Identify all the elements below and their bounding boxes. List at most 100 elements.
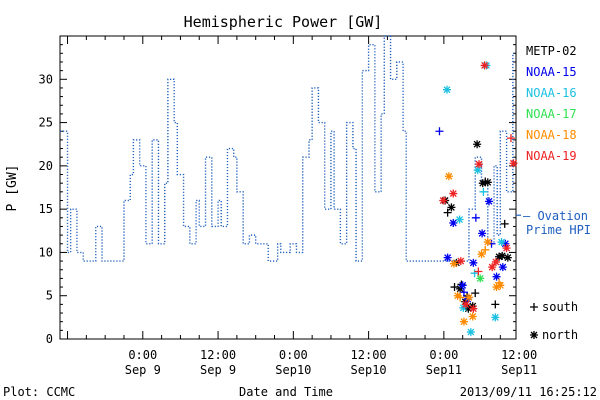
y-tick-label: 15: [39, 202, 53, 216]
ovation-series: [60, 35, 521, 262]
y-tick-label: 5: [46, 289, 53, 303]
legend-item-noaa-16: NOAA-16: [526, 86, 577, 100]
north-marker: [503, 253, 512, 262]
x-tick-date-label: Sep10: [275, 363, 311, 377]
y-tick-label: 10: [39, 245, 53, 259]
north-marker: [473, 140, 482, 149]
y-tick-label: 25: [39, 116, 53, 130]
north-marker: [478, 229, 487, 238]
south-marker: [500, 219, 509, 228]
y-tick-label: 20: [39, 159, 53, 173]
north-marker: [497, 238, 506, 247]
south-marker: [530, 303, 538, 311]
marker-legend-label: south: [542, 300, 578, 314]
south-marker: [459, 288, 468, 297]
north-marker: [491, 313, 500, 322]
south-marker: [506, 134, 515, 143]
north-marker: [495, 252, 504, 261]
south-marker: [481, 245, 490, 254]
south-marker: [435, 127, 444, 136]
south-marker: [474, 267, 483, 276]
series-metp-02: [441, 140, 512, 313]
north-marker: [501, 239, 510, 248]
north-marker: [480, 61, 489, 70]
x-tick-time-label: 0:00: [128, 348, 157, 362]
legend: METP-02 NOAA-15 NOAA-16 NOAA-17 NOAA-18 NOAA-…: [523, 44, 591, 342]
north-marker: [502, 244, 511, 253]
south-marker: [479, 187, 488, 196]
north-marker: [443, 85, 452, 94]
north-marker: [455, 215, 464, 224]
south-marker: [471, 289, 480, 298]
north-marker: [464, 293, 473, 302]
satellite-points: [435, 61, 518, 337]
chart-title: Hemispheric Power [GW]: [184, 13, 383, 31]
north-marker: [530, 331, 538, 339]
north-marker: [485, 197, 494, 206]
north-marker: [466, 328, 475, 337]
north-marker: [461, 300, 470, 309]
south-marker: [481, 177, 490, 186]
x-tick-time-label: 12:00: [200, 348, 236, 362]
y-tick-label: 0: [46, 332, 53, 346]
north-marker: [509, 159, 518, 168]
north-marker: [483, 178, 492, 187]
x-axis-label: Date and Time: [239, 385, 333, 399]
y-tick-label: 30: [39, 72, 53, 86]
marker-legend: south north: [530, 300, 578, 342]
footer-credit: Plot: CCMC: [3, 385, 75, 399]
footer-timestamp: 2013/09/11 16:25:12: [460, 385, 597, 399]
north-marker: [496, 281, 505, 290]
north-marker: [473, 166, 482, 175]
marker-legend-north: north: [530, 328, 578, 342]
north-marker: [477, 250, 486, 259]
x-tick-date-label: Sep11: [501, 363, 537, 377]
north-marker: [443, 253, 452, 262]
north-marker: [468, 312, 477, 321]
north-marker: [469, 304, 478, 313]
marker-legend-label: north: [542, 328, 578, 342]
south-marker: [456, 293, 465, 302]
north-marker: [453, 291, 462, 300]
north-marker: [474, 160, 483, 169]
north-marker: [492, 283, 501, 292]
x-tick-time-label: 12:00: [501, 348, 537, 362]
series-noaa-17: [476, 274, 485, 283]
ovation-line: [60, 35, 516, 262]
x-tick-time-label: 12:00: [351, 348, 387, 362]
north-marker: [449, 259, 458, 268]
legend-item-noaa-18: NOAA-18: [526, 128, 577, 142]
north-marker: [498, 263, 507, 272]
north-marker: [498, 251, 507, 260]
north-marker: [469, 258, 478, 267]
north-marker: [464, 304, 473, 313]
y-axis: 0 5 10 15 20 25 30: [39, 44, 516, 346]
north-marker: [449, 218, 458, 227]
series-noaa-19: [439, 61, 518, 313]
north-marker: [483, 238, 492, 247]
north-marker: [459, 303, 468, 312]
legend-ovation-line2: Prime HPI: [526, 223, 591, 237]
series-noaa-16: [443, 61, 506, 337]
north-marker: [492, 272, 501, 281]
legend-item-metp-02: METP-02: [526, 44, 577, 58]
north-marker: [439, 196, 448, 205]
north-marker: [488, 263, 497, 272]
north-marker: [444, 172, 453, 181]
north-marker: [491, 257, 500, 266]
south-marker: [470, 269, 479, 278]
x-tick-date-label: Sep11: [426, 363, 462, 377]
south-marker: [491, 300, 500, 309]
series-noaa-15: [435, 127, 510, 304]
x-tick-time-label: 0:00: [429, 348, 458, 362]
north-marker: [456, 257, 465, 266]
south-marker: [471, 213, 480, 222]
north-marker: [452, 258, 461, 267]
legend-item-noaa-19: NOAA-19: [526, 149, 577, 163]
series-noaa-18: [444, 172, 505, 326]
south-marker: [443, 208, 452, 217]
north-marker: [476, 274, 485, 283]
x-tick-time-label: 0:00: [279, 348, 308, 362]
